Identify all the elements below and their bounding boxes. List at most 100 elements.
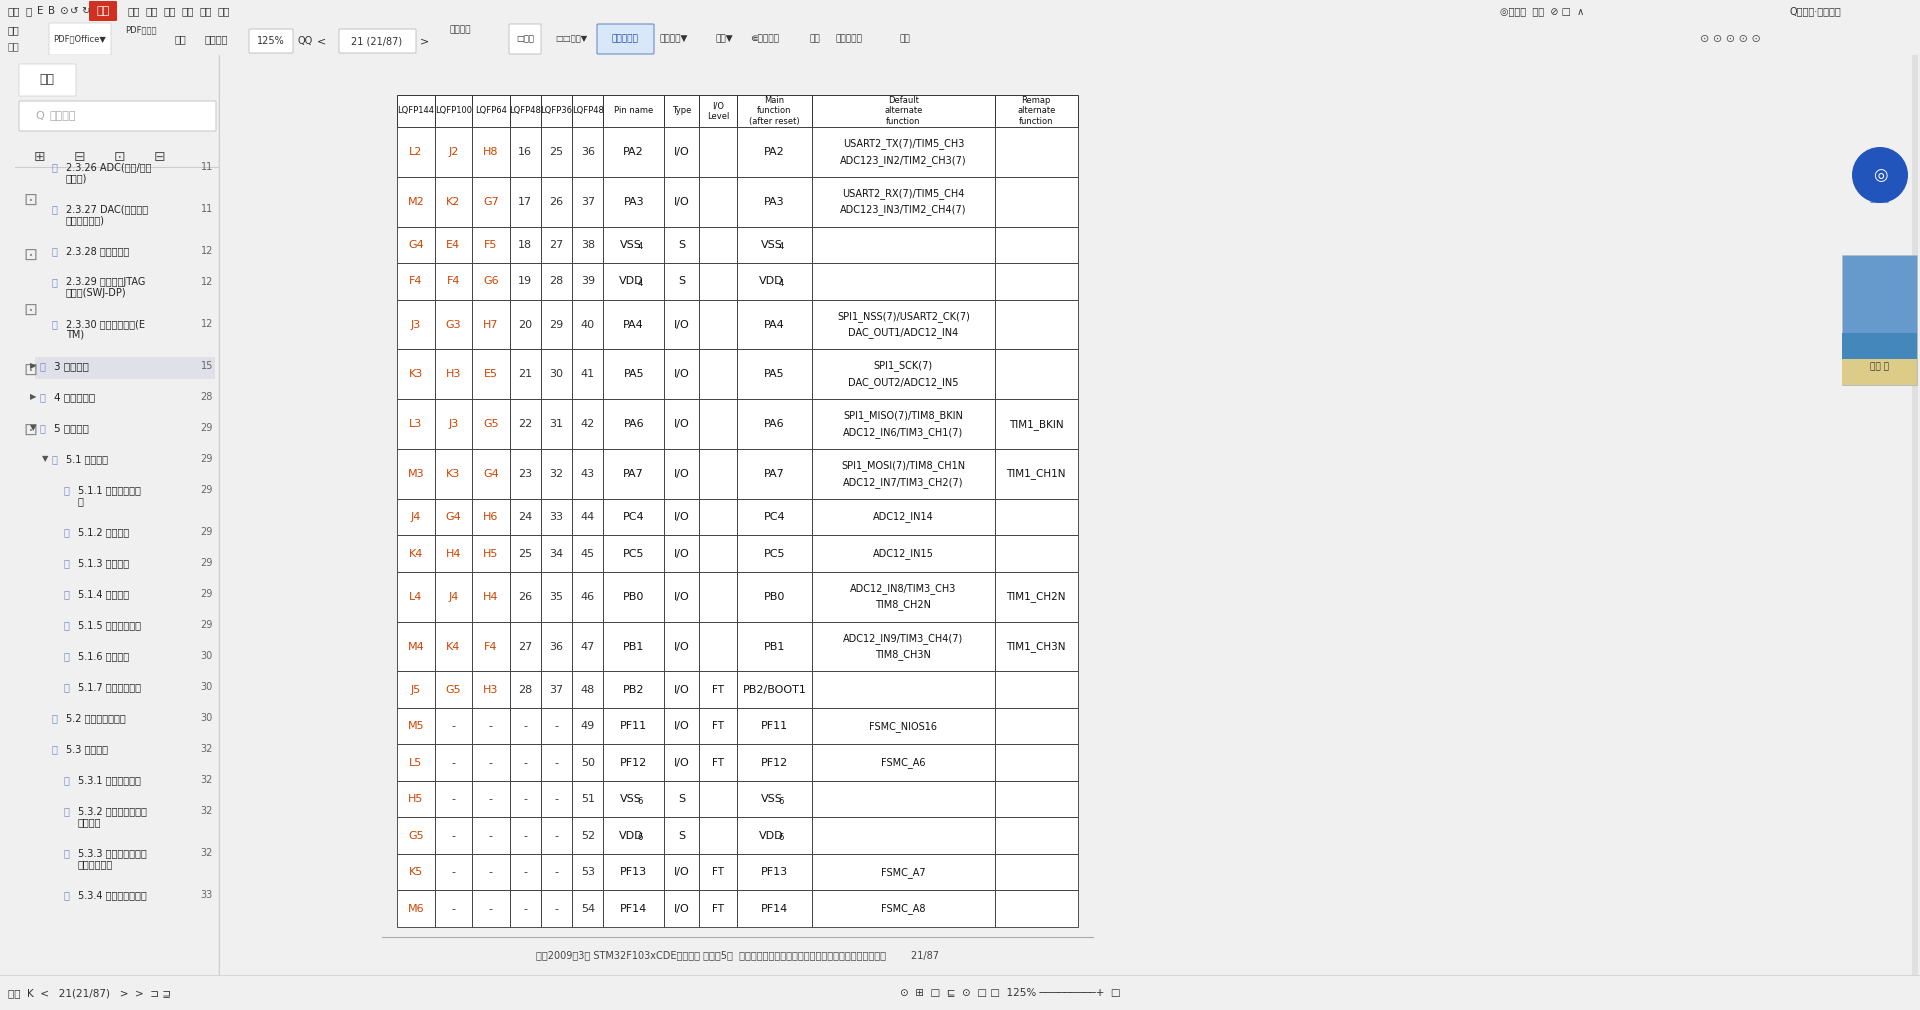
Text: DAC_OUT1/ADC12_IN4: DAC_OUT1/ADC12_IN4 bbox=[849, 327, 958, 338]
Text: -: - bbox=[524, 794, 528, 804]
Bar bbox=[509, 744, 541, 781]
Text: 参照2009年3月 STM32F103xCDE数据手册 英文第5版  （本译文仅供参考，如有翻译错误，请以英文版稿为准）        21/87: 参照2009年3月 STM32F103xCDE数据手册 英文第5版 （本译文仅供… bbox=[536, 950, 939, 960]
Text: 40: 40 bbox=[580, 319, 595, 329]
Text: 控制模块特性: 控制模块特性 bbox=[79, 858, 113, 869]
Text: 🔖: 🔖 bbox=[63, 848, 69, 858]
Bar bbox=[541, 572, 572, 621]
Text: 2.3.27 DAC(数字至模: 2.3.27 DAC(数字至模 bbox=[65, 204, 148, 214]
Text: ADC123_IN3/TIM2_CH4(7): ADC123_IN3/TIM2_CH4(7) bbox=[841, 205, 966, 215]
Text: 15: 15 bbox=[200, 361, 213, 371]
Text: 保护: 保护 bbox=[200, 6, 211, 16]
Text: 背景▼: 背景▼ bbox=[714, 34, 733, 43]
Text: 5.1.1 最小和最大数: 5.1.1 最小和最大数 bbox=[79, 485, 140, 495]
FancyBboxPatch shape bbox=[19, 64, 77, 96]
Bar bbox=[812, 177, 995, 226]
Text: S: S bbox=[678, 239, 685, 249]
Bar bbox=[699, 127, 737, 177]
Bar bbox=[603, 535, 664, 572]
Bar bbox=[397, 95, 434, 127]
Bar bbox=[699, 572, 737, 621]
Text: H5: H5 bbox=[484, 548, 499, 559]
FancyBboxPatch shape bbox=[250, 29, 294, 53]
Text: 38: 38 bbox=[580, 239, 595, 249]
Bar bbox=[472, 817, 509, 854]
Bar bbox=[434, 177, 472, 226]
Text: 29: 29 bbox=[200, 423, 213, 433]
Text: PA7: PA7 bbox=[624, 469, 643, 479]
Bar bbox=[541, 349, 572, 399]
Text: -: - bbox=[490, 794, 493, 804]
Bar bbox=[812, 499, 995, 535]
Bar bbox=[812, 95, 995, 127]
Text: I/O: I/O bbox=[674, 904, 689, 914]
Bar bbox=[434, 95, 472, 127]
Bar bbox=[572, 535, 603, 572]
Bar bbox=[812, 399, 995, 449]
Text: ⊟: ⊟ bbox=[75, 150, 86, 164]
Bar bbox=[397, 349, 434, 399]
Bar bbox=[572, 127, 603, 177]
Text: PF14: PF14 bbox=[760, 904, 787, 914]
Text: ⊡: ⊡ bbox=[23, 246, 36, 264]
Text: 22: 22 bbox=[518, 419, 532, 429]
Text: H3: H3 bbox=[445, 370, 461, 380]
Text: G3: G3 bbox=[445, 319, 461, 329]
Text: H8: H8 bbox=[484, 146, 499, 157]
Bar bbox=[434, 226, 472, 263]
Text: -: - bbox=[490, 830, 493, 840]
Text: PF13: PF13 bbox=[760, 868, 787, 878]
Text: -: - bbox=[555, 758, 559, 768]
Text: 中文 金: 中文 金 bbox=[1870, 363, 1889, 372]
Text: 🔖: 🔖 bbox=[52, 204, 58, 214]
Text: PA2: PA2 bbox=[764, 146, 785, 157]
Bar bbox=[572, 95, 603, 127]
Text: TIM1_CH2N: TIM1_CH2N bbox=[1006, 591, 1066, 602]
Bar bbox=[699, 535, 737, 572]
Text: 5.1.2 典型数值: 5.1.2 典型数值 bbox=[79, 527, 129, 537]
Text: VDD: VDD bbox=[618, 277, 643, 287]
Text: □单页: □单页 bbox=[516, 34, 534, 43]
Text: G5: G5 bbox=[484, 419, 499, 429]
Text: LQFP64: LQFP64 bbox=[474, 106, 507, 115]
Text: K2: K2 bbox=[445, 197, 461, 207]
Bar bbox=[572, 449, 603, 499]
Bar bbox=[541, 95, 572, 127]
Bar bbox=[541, 621, 572, 672]
Text: I/O: I/O bbox=[674, 197, 689, 207]
Text: I/O: I/O bbox=[674, 641, 689, 651]
Text: 30: 30 bbox=[202, 713, 213, 723]
Bar bbox=[699, 781, 737, 817]
Bar bbox=[737, 399, 812, 449]
Text: PDF转图片: PDF转图片 bbox=[125, 25, 157, 34]
Bar bbox=[699, 399, 737, 449]
Text: 开始: 开始 bbox=[96, 6, 109, 16]
Bar bbox=[572, 891, 603, 927]
Bar bbox=[737, 744, 812, 781]
Text: G7: G7 bbox=[484, 197, 499, 207]
Bar bbox=[995, 672, 1077, 708]
Bar bbox=[509, 127, 541, 177]
Text: 11: 11 bbox=[202, 162, 213, 172]
Text: J4: J4 bbox=[411, 512, 420, 522]
Text: PB2: PB2 bbox=[622, 685, 645, 695]
Bar bbox=[812, 226, 995, 263]
Text: □□双页▼: □□双页▼ bbox=[555, 34, 588, 43]
Bar bbox=[699, 349, 737, 399]
Text: FSMC_NIOS16: FSMC_NIOS16 bbox=[870, 721, 937, 731]
Text: 16: 16 bbox=[518, 146, 532, 157]
Bar bbox=[812, 572, 995, 621]
Text: I/O: I/O bbox=[674, 548, 689, 559]
Text: 5.3.3 内部复位和电源: 5.3.3 内部复位和电源 bbox=[79, 848, 146, 858]
Text: 压缩: 压缩 bbox=[810, 34, 820, 43]
Text: -: - bbox=[555, 904, 559, 914]
Bar bbox=[812, 263, 995, 300]
Bar bbox=[603, 621, 664, 672]
Bar bbox=[541, 535, 572, 572]
Text: 旋转文档: 旋转文档 bbox=[449, 25, 472, 34]
Text: 45: 45 bbox=[580, 548, 595, 559]
Bar bbox=[664, 891, 699, 927]
Text: 🔖: 🔖 bbox=[52, 277, 58, 287]
Text: SPI1_MISO(7)/TIM8_BKIN: SPI1_MISO(7)/TIM8_BKIN bbox=[843, 410, 964, 421]
Text: 25: 25 bbox=[518, 548, 532, 559]
Text: PA2: PA2 bbox=[624, 146, 643, 157]
